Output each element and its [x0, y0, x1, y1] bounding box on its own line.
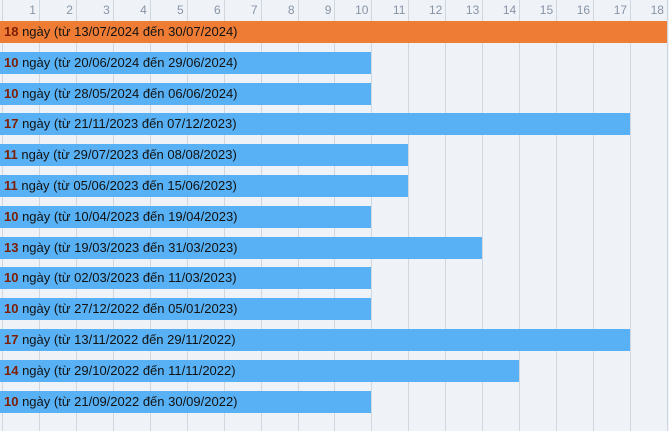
bar-date-range-label: ngày (từ 20/06/2024 đến 29/06/2024): [18, 54, 238, 70]
bar-date-range-label: ngày (từ 13/11/2022 đến 29/11/2022): [18, 332, 236, 347]
bar-value-days: 13: [4, 239, 19, 255]
bar-row: 10 ngày (từ 20/06/2024 đến 29/06/2024): [0, 51, 669, 74]
bar-value-days: 14: [4, 362, 19, 378]
bar-date-range-label: ngày (từ 27/12/2022 đến 05/01/2023): [18, 301, 238, 317]
bar-value-days: 18: [4, 24, 19, 39]
bar-value-days: 10: [4, 208, 19, 224]
axis-tick-label: 13: [465, 3, 480, 17]
axis-tick-label: 9: [324, 3, 332, 17]
axis-tick-label: 1: [29, 3, 36, 17]
highlighted-bar: 18 ngày (từ 13/07/2024 đến 30/07/2024): [0, 21, 667, 43]
gridline: [593, 0, 595, 431]
bar-value-days: 10: [4, 54, 19, 70]
bar-date-range-label: ngày (từ 19/03/2023 đến 31/03/2023): [18, 239, 238, 255]
axis-tick-label: 18: [650, 3, 664, 17]
axis-tick-label: 16: [576, 3, 591, 17]
bar-row: 10 ngày (từ 02/03/2023 đến 11/03/2023): [0, 267, 669, 290]
gridline: [556, 0, 558, 431]
bar-value-days: 10: [4, 85, 19, 101]
gridline: [408, 0, 410, 431]
bar-value-days: 10: [4, 270, 19, 286]
bar: 11 ngày (từ 05/06/2023 đến 15/06/2023): [0, 175, 409, 197]
bar-row: 13 ngày (từ 19/03/2023 đến 31/03/2023): [0, 236, 669, 259]
bar: 10 ngày (từ 10/04/2023 đến 19/04/2023): [0, 205, 372, 228]
bar-date-range-label: ngày (từ 29/10/2022 đến 11/11/2022): [18, 362, 236, 378]
bar: 10 ngày (từ 02/03/2023 đến 11/03/2023): [0, 267, 372, 290]
axis-tick-label: 5: [177, 3, 184, 17]
bar-date-range-label: ngày (từ 28/05/2024 đến 06/06/2024): [18, 85, 238, 101]
axis-tick-label: 2: [66, 3, 73, 17]
bar-row: 11 ngày (từ 05/06/2023 đến 15/06/2023): [0, 175, 669, 197]
bar: 10 ngày (từ 28/05/2024 đến 06/06/2024): [0, 82, 372, 105]
bar-date-range-label: ngày (từ 05/06/2023 đến 15/06/2023): [17, 178, 237, 193]
bar-row: 18 ngày (từ 13/07/2024 đến 30/07/2024): [0, 21, 669, 43]
axis-tick-label: 11: [392, 3, 406, 17]
bar-value-days: 11: [4, 178, 18, 193]
gridline: [445, 0, 447, 431]
axis-tick-label: 7: [250, 3, 258, 17]
gridline: [666, 0, 668, 431]
bar: 10 ngày (từ 21/09/2022 đến 30/09/2022): [0, 390, 372, 413]
bar-date-range-label: ngày (từ 13/07/2024 đến 30/07/2024): [18, 24, 238, 39]
bar: 11 ngày (từ 29/07/2023 đến 08/08/2023): [0, 144, 409, 167]
bar: 10 ngày (từ 20/06/2024 đến 29/06/2024): [0, 51, 372, 74]
axis-tick-label: 12: [428, 3, 443, 17]
axis-tick-label: 3: [103, 3, 110, 17]
bar: 17 ngày (từ 21/11/2023 đến 07/12/2023): [0, 113, 631, 136]
bar-value-days: 10: [4, 301, 19, 317]
bar: 10 ngày (từ 27/12/2022 đến 05/01/2023): [0, 298, 372, 321]
gridline: [371, 0, 373, 431]
bar-value-days: 17: [4, 332, 19, 347]
bar-date-range-label: ngày (từ 21/09/2022 đến 30/09/2022): [18, 393, 238, 409]
bar-row: 11 ngày (từ 29/07/2023 đến 08/08/2023): [0, 144, 669, 167]
axis-tick-label: 6: [213, 3, 221, 17]
axis-tick-label: 14: [502, 3, 517, 17]
bar: 13 ngày (từ 19/03/2023 đến 31/03/2023): [0, 236, 483, 259]
bar-row: 14 ngày (từ 29/10/2022 đến 11/11/2022): [0, 359, 669, 382]
bar: 14 ngày (từ 29/10/2022 đến 11/11/2022): [0, 359, 520, 382]
axis-tick-label: 4: [140, 3, 147, 17]
bar-date-range-label: ngày (từ 10/04/2023 đến 19/04/2023): [18, 208, 238, 224]
bar-row: 10 ngày (từ 27/12/2022 đến 05/01/2023): [0, 298, 669, 321]
gridline: [519, 0, 521, 431]
bar-date-range-label: ngày (từ 02/03/2023 đến 11/03/2023): [18, 270, 237, 286]
bar-row: 17 ngày (từ 21/11/2023 đến 07/12/2023): [0, 113, 669, 136]
axis-tick-label: 15: [539, 3, 554, 17]
gridline: [482, 0, 484, 431]
bar-row: 17 ngày (từ 13/11/2022 đến 29/11/2022): [0, 329, 669, 351]
bar-value-days: 10: [4, 393, 19, 409]
bar-value-days: 11: [4, 147, 18, 163]
axis-tick-label: 17: [613, 3, 628, 17]
bar-row: 10 ngày (từ 28/05/2024 đến 06/06/2024): [0, 82, 669, 105]
bar-row: 10 ngày (từ 10/04/2023 đến 19/04/2023): [0, 205, 669, 228]
gridline: [630, 0, 632, 431]
axis-tick-label: 10: [355, 3, 369, 17]
bar-value-days: 17: [4, 116, 19, 132]
bar: 17 ngày (từ 13/11/2022 đến 29/11/2022): [0, 329, 631, 351]
axis-tick-label: 8: [287, 3, 295, 17]
bar-date-range-label: ngày (từ 29/07/2023 đến 08/08/2023): [17, 147, 237, 163]
bar-row: 10 ngày (từ 21/09/2022 đến 30/09/2022): [0, 390, 669, 413]
bar-date-range-label: ngày (từ 21/11/2023 đến 07/12/2023): [18, 116, 237, 132]
